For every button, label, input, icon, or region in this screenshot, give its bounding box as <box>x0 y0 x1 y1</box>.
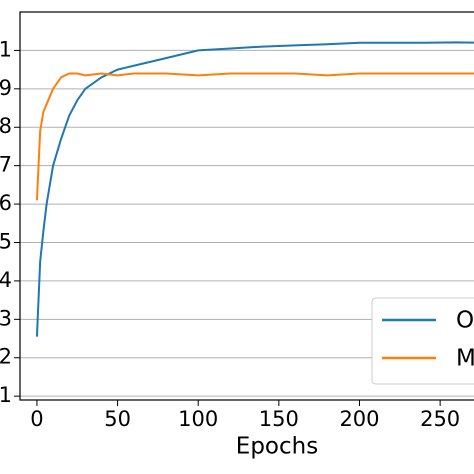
x-tick-label: 100 <box>178 407 218 431</box>
x-axis-label: Epochs <box>236 434 318 460</box>
legend-label: O <box>456 308 474 334</box>
series-line <box>35 72 474 201</box>
legend-label: M <box>456 346 474 372</box>
y-tick-label: 1 <box>0 37 12 61</box>
y-tick-label: 0.9 <box>0 76 12 100</box>
y-tick-label: 0.7 <box>0 153 12 177</box>
x-tick-label: 150 <box>259 407 299 431</box>
y-tick-label: 0.2 <box>0 345 12 369</box>
y-tick-label: 0.1 <box>0 383 12 407</box>
y-tick-label: 0.6 <box>0 191 12 215</box>
y-tick-label: 0.5 <box>0 229 12 253</box>
x-tick-label: 250 <box>420 407 460 431</box>
x-tick-label: 200 <box>339 407 379 431</box>
plot-frame <box>19 11 474 401</box>
y-tick-label: 0.4 <box>0 268 12 292</box>
y-tick-label: 0.8 <box>0 114 12 138</box>
x-tick-label: 0 <box>30 407 43 431</box>
series-line <box>35 41 474 337</box>
x-tick-label: 50 <box>104 407 131 431</box>
y-tick-label: 0.3 <box>0 306 12 330</box>
